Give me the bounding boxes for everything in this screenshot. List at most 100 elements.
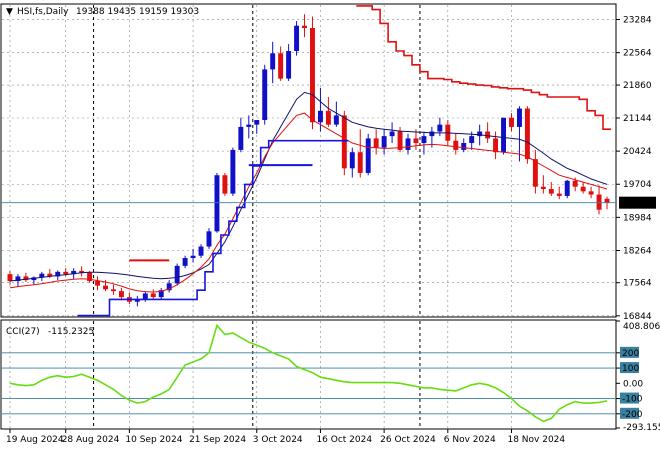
cci-value: -115.2325 xyxy=(48,327,94,337)
candle-body xyxy=(262,69,268,121)
candle-body xyxy=(516,108,522,127)
candle-body xyxy=(604,198,610,203)
indicator-lines xyxy=(9,5,611,317)
candle-body xyxy=(349,152,355,169)
candle-body xyxy=(596,194,602,210)
candle-body xyxy=(421,136,427,144)
cci-label: CCI(27) xyxy=(6,327,40,337)
candle-body xyxy=(524,108,530,160)
candle-body xyxy=(246,124,252,127)
price-tick-label: 21144 xyxy=(623,114,652,124)
ohlc-readout: 19388 19435 19159 19303 xyxy=(76,7,199,17)
candle-body xyxy=(214,175,220,232)
candle-body xyxy=(71,270,77,275)
cci-tick-label: -293.1559 xyxy=(623,423,660,433)
candle-body xyxy=(286,51,292,79)
candle-body xyxy=(461,143,467,150)
time-tick-label: 16 Oct 2024 xyxy=(316,435,372,445)
candle-body xyxy=(509,117,514,127)
price-tick-label: 17564 xyxy=(623,279,652,289)
candle-body xyxy=(87,272,93,282)
candle-body xyxy=(381,136,387,148)
candle-body xyxy=(103,285,108,290)
candle-body xyxy=(341,115,347,169)
candle-body xyxy=(238,126,244,150)
time-tick-label: 21 Sep 2024 xyxy=(189,435,246,445)
candle-body xyxy=(437,124,443,132)
cci-level-badge xyxy=(620,362,639,374)
candle-body xyxy=(158,290,164,298)
candle-body xyxy=(365,138,371,173)
candle-body xyxy=(254,120,260,125)
cci-level-badge xyxy=(620,346,639,358)
candle-body xyxy=(182,258,188,266)
candle-body xyxy=(357,152,363,173)
time-tick-label: 18 Nov 2024 xyxy=(507,435,565,445)
cci-tick-label: 408.8063 xyxy=(623,322,660,332)
candle-body xyxy=(63,271,69,275)
candle-body xyxy=(150,293,156,298)
price-axis: 23284 22564 21860 21144 20424 19704 18984 18264… xyxy=(616,16,652,322)
candle-body xyxy=(278,53,284,79)
cci-tick-label: -100 xyxy=(622,395,643,405)
price-tick-label: 22564 xyxy=(623,49,652,59)
stop-lower-line xyxy=(77,139,349,317)
candle-body xyxy=(540,186,546,190)
candle-body xyxy=(15,276,21,282)
cci-level-badge xyxy=(620,392,639,404)
cci-levels xyxy=(2,352,615,415)
candle-body xyxy=(485,131,491,139)
current-price-label: 19303 xyxy=(622,200,651,210)
time-tick-label: 6 Nov 2024 xyxy=(444,435,496,445)
candles xyxy=(7,14,610,307)
candle-body xyxy=(230,149,236,194)
time-tick-label: 10 Sep 2024 xyxy=(125,435,182,445)
header-arrow-icon: ▼ xyxy=(6,7,13,17)
cci-line xyxy=(9,323,608,423)
price-tick-label: 23284 xyxy=(623,16,652,26)
price-tick-label: 21860 xyxy=(623,81,652,91)
candle-body xyxy=(548,189,554,194)
candle-body xyxy=(206,231,212,247)
candle-body xyxy=(333,115,339,125)
candle-body xyxy=(580,186,586,192)
candle-body xyxy=(413,138,419,144)
candle-body xyxy=(501,117,507,153)
candle-body xyxy=(469,136,475,144)
candle-body xyxy=(47,273,53,277)
cci-tick-label: 100 xyxy=(622,364,639,374)
level-markers xyxy=(129,164,313,262)
candle-body xyxy=(39,273,45,278)
ma-slow-line xyxy=(9,91,608,282)
period-separators xyxy=(93,5,421,428)
candle-body xyxy=(55,271,61,277)
candle-body xyxy=(373,138,379,148)
candle-body xyxy=(79,270,85,273)
time-tick-label: 19 Aug 2024 xyxy=(6,435,64,445)
cci-level-badge xyxy=(620,407,639,419)
candle-body xyxy=(118,291,124,298)
price-panel xyxy=(0,3,617,318)
candle-body xyxy=(429,131,435,137)
candle-body xyxy=(7,274,13,282)
cci-tick-label: 200 xyxy=(622,349,639,359)
current-price-marker: 19303 xyxy=(2,196,656,210)
time-tick-label: 28 Aug 2024 xyxy=(62,435,120,445)
candle-body xyxy=(397,131,403,150)
current-price-badge xyxy=(619,196,656,209)
cci-panel xyxy=(0,319,617,430)
symbol-label: HSI,fs,Daily xyxy=(17,7,69,17)
price-tick-label: 20424 xyxy=(623,147,652,157)
candle-body xyxy=(564,180,570,196)
candle-body xyxy=(325,110,331,125)
candle-body xyxy=(310,28,315,123)
candle-body xyxy=(270,53,276,70)
candle-body xyxy=(142,293,148,300)
candle-body xyxy=(493,138,499,153)
candle-body xyxy=(110,289,116,292)
candle-body xyxy=(453,140,459,150)
cci-axis: 408.8063 200 100 0.00 -100 -200 -293.1559 xyxy=(616,320,660,433)
